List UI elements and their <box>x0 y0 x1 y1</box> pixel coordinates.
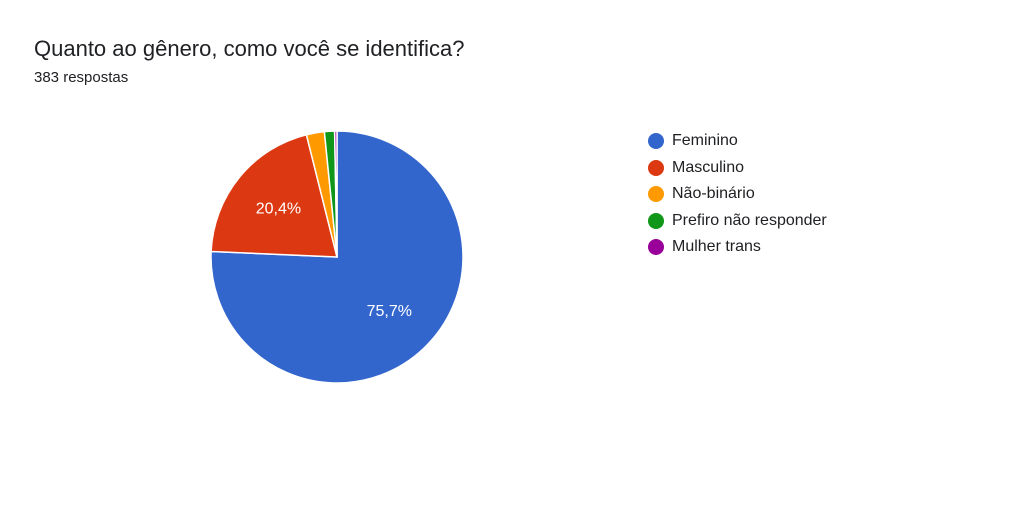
question-title: Quanto ao gênero, como você se identific… <box>34 36 465 61</box>
slice-label-feminino: 75,7% <box>367 303 412 320</box>
legend-label: Masculino <box>672 158 745 176</box>
legend-label: Feminino <box>672 132 738 150</box>
legend-item-nao-binario[interactable]: Não-binário <box>648 181 827 208</box>
legend-swatch-icon <box>648 186 664 203</box>
legend-item-prefiro-nao-responder[interactable]: Prefiro não responder <box>648 208 827 235</box>
chart-legend: Feminino Masculino Não-binário Prefiro não … <box>648 128 827 261</box>
legend-label: Prefiro não responder <box>672 211 827 229</box>
legend-label: Mulher trans <box>672 238 761 256</box>
pie-slice-masculino[interactable] <box>210 133 338 258</box>
legend-swatch-icon <box>648 239 664 256</box>
pie-slice-mulher-trans[interactable] <box>333 130 338 258</box>
pie-slice-feminino[interactable] <box>210 130 464 384</box>
legend-item-masculino[interactable]: Masculino <box>648 155 827 182</box>
legend-item-feminino[interactable]: Feminino <box>648 128 827 155</box>
legend-swatch-icon <box>648 133 664 150</box>
slice-label-masculino: 20,4% <box>256 200 301 217</box>
response-count: 383 respostas <box>34 69 129 86</box>
legend-item-mulher-trans[interactable]: Mulher trans <box>648 234 827 261</box>
legend-label: Não-binário <box>672 185 755 203</box>
legend-swatch-icon <box>648 159 664 176</box>
legend-swatch-icon <box>648 212 664 229</box>
